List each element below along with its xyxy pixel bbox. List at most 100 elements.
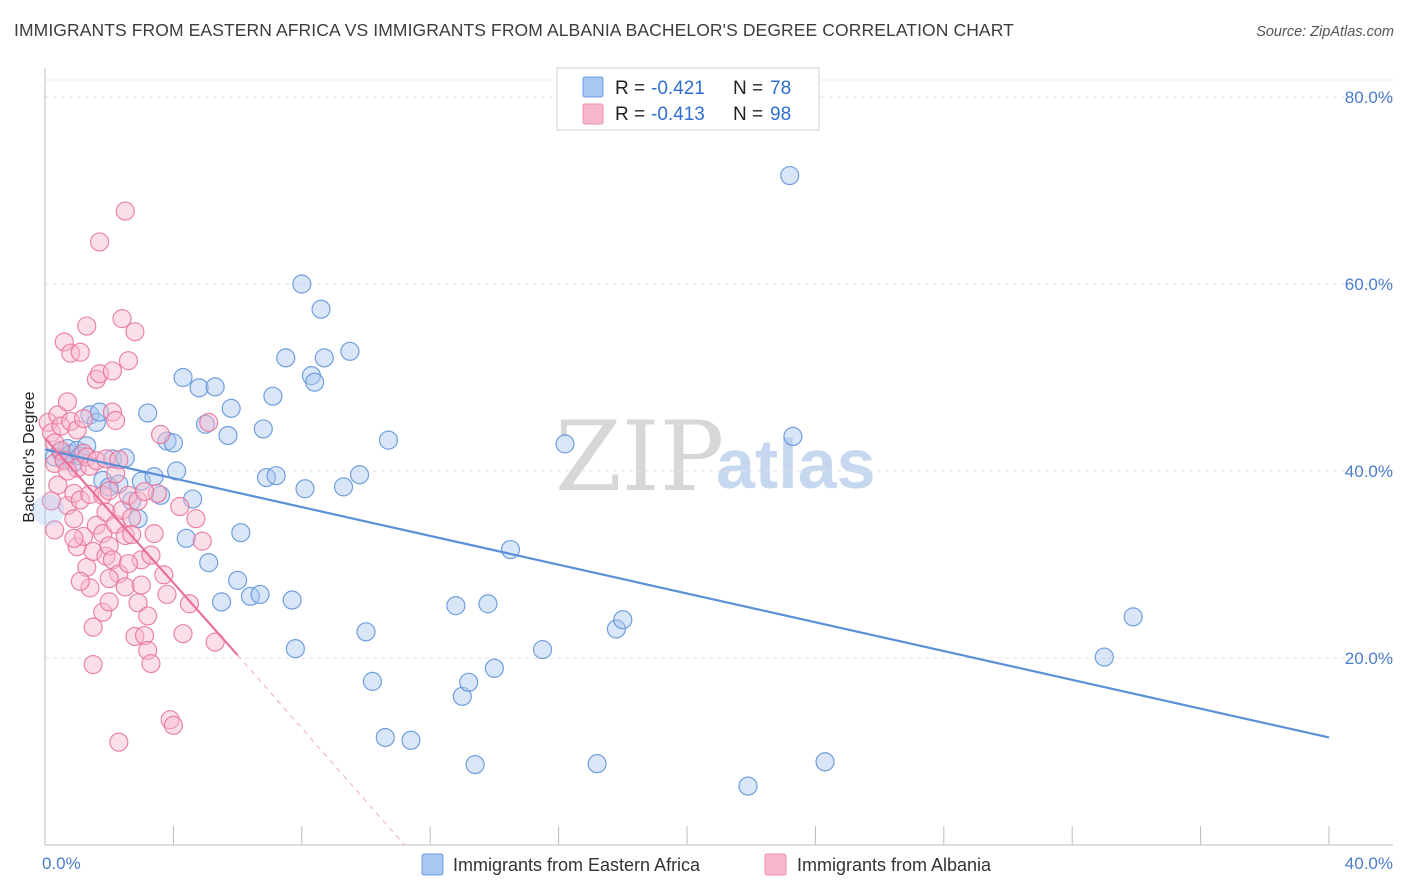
point-albania-87 (205, 632, 225, 652)
point-eastern-africa-41 (256, 467, 277, 488)
point-albania-24 (77, 316, 97, 336)
point-eastern-africa-73 (738, 776, 758, 796)
stats-swatch-eastern-africa (582, 76, 604, 98)
point-albania-8 (54, 332, 74, 352)
source-label: Source: ZipAtlas.com (1256, 24, 1394, 40)
point-albania-61 (118, 485, 139, 505)
gridlines (45, 79, 1393, 659)
point-eastern-africa-22 (150, 485, 171, 505)
point-albania-43 (99, 481, 119, 501)
point-albania-95 (118, 553, 139, 574)
point-albania-48 (102, 550, 123, 570)
stats-n-label-2: N = (733, 104, 763, 125)
point-eastern-africa-72 (613, 610, 633, 630)
legend-swatch-albania (764, 853, 787, 876)
legend-label-eastern-africa: Immigrants from Eastern Africa (453, 855, 701, 875)
point-eastern-africa-62 (452, 686, 472, 706)
legend-swatch-eastern-africa (421, 853, 444, 876)
point-eastern-africa-66 (484, 658, 504, 678)
point-eastern-africa-75 (783, 426, 803, 447)
watermark-zip: ZIP (555, 401, 724, 513)
watermark: ZIP atlas (555, 401, 876, 513)
point-albania-19 (70, 342, 90, 362)
point-eastern-africa-63 (459, 672, 479, 692)
point-albania-23 (73, 526, 94, 547)
point-albania-44 (99, 592, 119, 612)
y-tick-labels: 20.0% 40.0% 60.0% 80.0% (1345, 88, 1393, 668)
point-albania-0 (38, 412, 58, 432)
point-albania-79 (160, 710, 180, 730)
y-tick-label-3: 80.0% (1345, 88, 1393, 107)
point-eastern-africa-59 (378, 430, 399, 450)
point-albania-45 (99, 536, 119, 556)
point-eastern-africa-29 (189, 378, 209, 398)
watermark-atlas: atlas (716, 425, 876, 503)
point-eastern-africa-68 (532, 639, 553, 660)
point-albania-62 (122, 508, 142, 528)
point-albania-51 (106, 410, 126, 431)
point-eastern-africa-77 (1094, 647, 1114, 667)
point-albania-82 (173, 624, 193, 644)
point-albania-32 (86, 369, 106, 389)
stats-n-value-1: 78 (770, 78, 791, 99)
point-eastern-africa-34 (218, 425, 238, 446)
point-eastern-africa-65 (478, 594, 498, 614)
trend-line-extension-albania (237, 654, 405, 846)
point-eastern-africa-64 (465, 754, 485, 775)
point-eastern-africa-40 (253, 419, 273, 439)
x-tick-label-max: 40.0% (1345, 854, 1393, 873)
point-eastern-africa-31 (199, 553, 219, 573)
point-albania-83 (179, 594, 200, 614)
point-eastern-africa-47 (292, 274, 312, 294)
point-albania-84 (186, 509, 206, 529)
stats-n-label-1: N = (733, 78, 763, 99)
point-albania-93 (83, 617, 103, 637)
y-tick-label-0: 20.0% (1345, 649, 1393, 668)
point-albania-54 (109, 732, 129, 752)
point-eastern-africa-56 (356, 622, 376, 642)
point-albania-80 (163, 715, 183, 735)
chart-title: IMMIGRANTS FROM EASTERN AFRICA VS IMMIGR… (14, 20, 1014, 40)
point-eastern-africa-30 (195, 414, 216, 434)
trend-lines (44, 437, 1330, 846)
point-albania-92 (70, 571, 90, 591)
axes (44, 68, 1393, 846)
point-albania-12 (61, 343, 81, 363)
stats-legend: R = -0.421 N = 78 R = -0.413 N = 98 (556, 67, 820, 131)
point-eastern-africa-27 (176, 528, 196, 548)
point-eastern-africa-57 (362, 671, 383, 691)
point-albania-36 (89, 232, 110, 252)
point-albania-68 (131, 550, 151, 570)
point-albania-97 (154, 565, 174, 585)
point-albania-15 (64, 509, 84, 529)
series-legend: Immigrants from Eastern Africa Immigrant… (421, 853, 992, 876)
point-eastern-africa-20 (138, 403, 158, 423)
trend-line-albania (44, 437, 239, 656)
y-axis-label: Bachelor's Degree (21, 391, 38, 522)
point-albania-38 (93, 524, 113, 544)
point-albania-75 (144, 524, 164, 544)
point-eastern-africa-55 (349, 465, 370, 485)
point-albania-31 (83, 654, 103, 675)
data-points (32, 165, 1143, 796)
stats-r-value-2: -0.413 (651, 104, 705, 125)
trend-line-eastern-africa (44, 448, 1330, 739)
point-eastern-africa-50 (305, 372, 325, 392)
point-albania-29 (80, 578, 100, 598)
point-eastern-africa-58 (375, 727, 395, 748)
point-eastern-africa-52 (314, 348, 334, 368)
point-eastern-africa-38 (240, 586, 261, 606)
point-eastern-africa-33 (211, 592, 232, 612)
point-albania-55 (112, 308, 132, 329)
point-albania-46 (102, 361, 123, 381)
point-eastern-africa-37 (231, 523, 251, 543)
point-albania-89 (45, 520, 65, 540)
point-eastern-africa-39 (250, 584, 270, 605)
point-eastern-africa-44 (276, 348, 296, 368)
point-eastern-africa-60 (401, 730, 421, 750)
point-albania-16 (67, 420, 87, 440)
point-albania-10 (57, 392, 78, 412)
point-albania-20 (70, 490, 90, 510)
point-eastern-africa-48 (295, 479, 315, 499)
point-eastern-africa-32 (205, 377, 225, 397)
